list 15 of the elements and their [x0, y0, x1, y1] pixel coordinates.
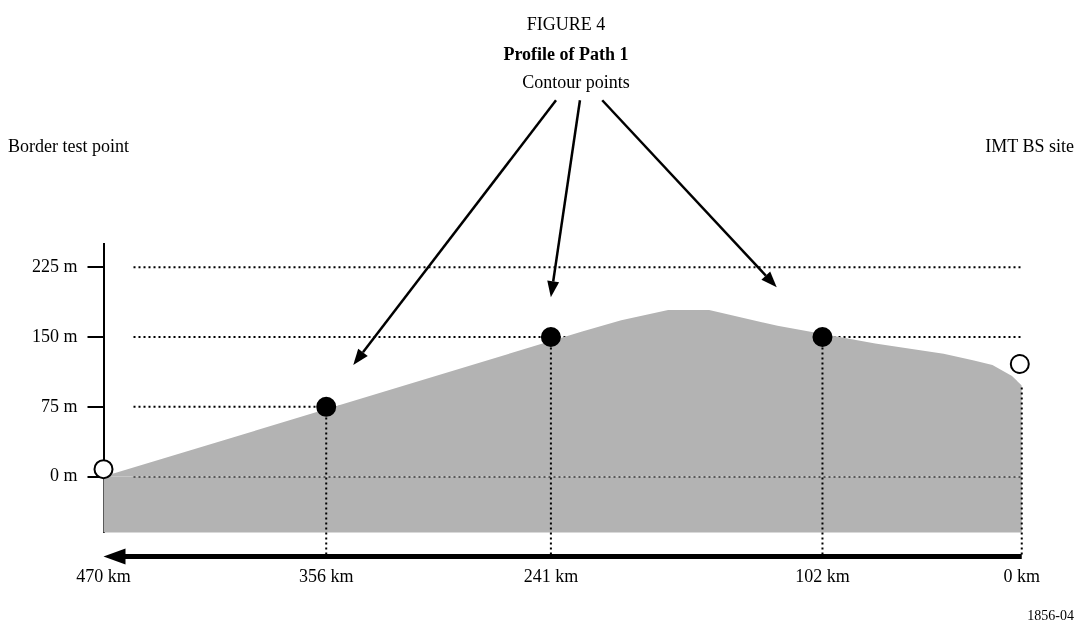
chart-subtitle: Profile of Path 1: [503, 44, 629, 64]
y-tick-label: 150 m: [31, 325, 78, 346]
x-tick-label: 356 km: [298, 565, 354, 586]
y-tick-label: 75 m: [40, 395, 78, 416]
x-tick-label: 0 km: [1003, 565, 1041, 586]
y-tick-label: 0 m: [49, 465, 78, 486]
x-tick-label: 102 km: [795, 565, 850, 586]
chart-title: FIGURE 4: [526, 14, 606, 34]
text: 1856-04: [1027, 608, 1074, 623]
x-tick-label: 470 km: [76, 565, 131, 586]
x-tick-label: 241 km: [523, 565, 579, 586]
text: Contour points: [522, 72, 630, 92]
y-tick-label: 225 m: [31, 255, 78, 276]
text: Border test point: [8, 136, 129, 156]
text: IMT BS site: [985, 136, 1074, 156]
